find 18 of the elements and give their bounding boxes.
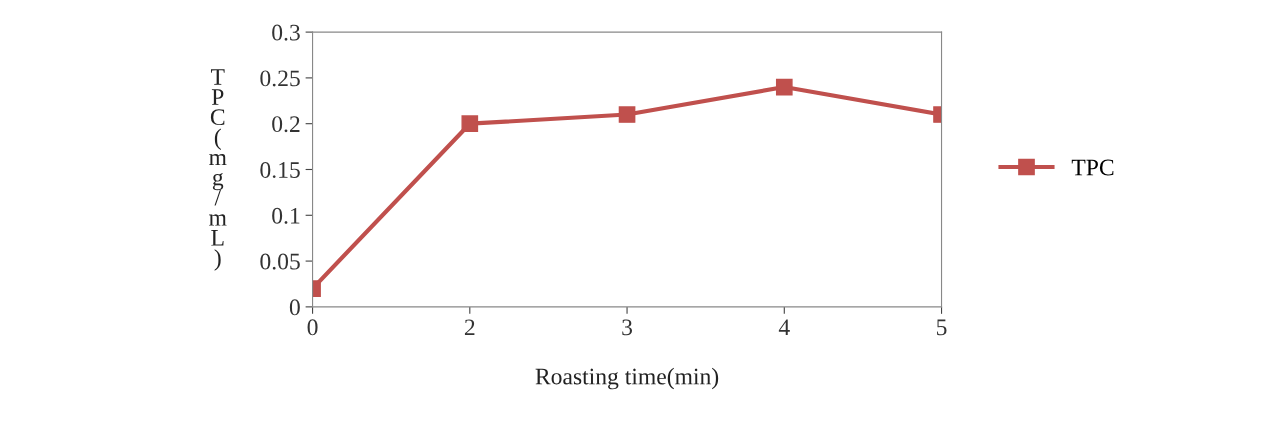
x-tick-label: 3 [622, 319, 633, 336]
y-tick-label: 0.25 [260, 70, 300, 87]
y-tick-label: 0.1 [272, 207, 300, 224]
y-tick-label: 0.3 [272, 24, 300, 41]
x-tick-label: 2 [464, 319, 475, 336]
y-tick-label: 0.2 [272, 116, 300, 133]
x-tick-label: 5 [937, 319, 947, 336]
x-axis-title: Roasting time(min) [535, 367, 719, 390]
x-tick-label: 0 [307, 319, 318, 336]
point [618, 106, 636, 123]
text: TPC(mg/mL) [209, 69, 227, 271]
point [461, 115, 479, 133]
x-tick-label: 4 [778, 319, 790, 336]
legend-label: TPC [1071, 159, 1114, 176]
point [775, 78, 793, 96]
y-tick-label: 0.15 [260, 161, 300, 179]
y-tick-label: 0.05 [260, 253, 300, 270]
y-tick-label: 0 [289, 299, 300, 316]
